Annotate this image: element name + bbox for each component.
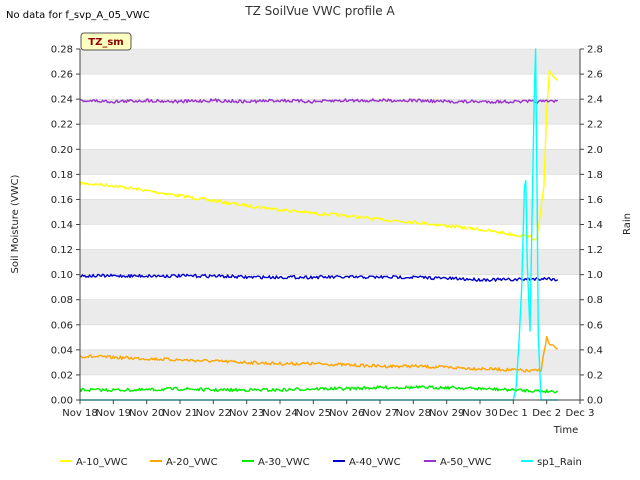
y-tick-label: 0.04 bbox=[51, 345, 73, 356]
y-tick-label: 0.00 bbox=[51, 396, 73, 407]
y-tick-label: 0.18 bbox=[51, 170, 73, 181]
grid-lines bbox=[80, 48, 580, 401]
y2-tick-label: 2.0 bbox=[587, 145, 603, 156]
badge-box bbox=[80, 32, 132, 51]
y-tick-label: 0.14 bbox=[51, 220, 73, 231]
y2-tick-label: 1.0 bbox=[587, 270, 603, 281]
grid-band bbox=[80, 99, 580, 125]
y2-tick-label: 0.8 bbox=[587, 295, 603, 306]
series-line-a-50-vwc bbox=[79, 98, 559, 104]
grid-band bbox=[80, 249, 580, 275]
x-tick-label: Nov 22 bbox=[196, 408, 231, 419]
x-tick-label: Nov 25 bbox=[296, 408, 331, 419]
y2-tick-label: 1.6 bbox=[587, 195, 603, 206]
grid-band bbox=[80, 199, 580, 225]
y-tick-label: 0.22 bbox=[51, 120, 73, 131]
badge-label: TZ_sm bbox=[88, 37, 123, 48]
y-tick-label: 0.02 bbox=[51, 370, 73, 381]
y2-tick-label: 1.4 bbox=[587, 220, 603, 231]
x-tick-label: Nov 19 bbox=[96, 408, 131, 419]
y-tick-label: 0.12 bbox=[51, 245, 73, 256]
grid-band bbox=[80, 49, 580, 75]
x-tick-label: Nov 27 bbox=[362, 408, 397, 419]
y2-tick-label: 1.2 bbox=[587, 245, 603, 256]
y2-tick-label: 2.4 bbox=[587, 95, 603, 106]
legend-label-a-50-vwc: A-50_VWC bbox=[440, 457, 492, 468]
chart-title: TZ SoilVue VWC profile A bbox=[244, 4, 395, 18]
y-axis-ticks: 0.00 0.02 0.04 0.06 0.08 0.10 0.12 0.14 0.16 0.18… bbox=[51, 45, 80, 407]
x-tick-label: Nov 21 bbox=[162, 408, 197, 419]
y2-axis-label: Rain bbox=[622, 213, 633, 235]
y-tick-label: 0.28 bbox=[51, 45, 73, 56]
series-line-a-10-vwc bbox=[79, 69, 559, 241]
y-tick-label: 0.06 bbox=[51, 320, 73, 331]
grid-band bbox=[80, 149, 580, 175]
y-tick-label: 0.16 bbox=[51, 195, 73, 206]
y2-tick-label: 2.8 bbox=[587, 45, 603, 56]
legend-label-a-40-vwc: A-40_VWC bbox=[349, 457, 401, 468]
grid-band bbox=[80, 299, 580, 325]
x-tick-label: Nov 20 bbox=[129, 408, 164, 419]
y-tick-label: 0.20 bbox=[51, 145, 73, 156]
x-tick-label: Nov 26 bbox=[329, 408, 364, 419]
y2-tick-label: 2.2 bbox=[587, 120, 603, 131]
x-tick-label: Nov 23 bbox=[229, 408, 264, 419]
y-tick-label: 0.26 bbox=[51, 70, 73, 81]
plot-background-bands bbox=[80, 49, 580, 375]
y2-axis-ticks: 0.0 0.2 0.4 0.6 0.8 1.0 1.2 1.4 1.6 1.8 2.0 2.2 2.4 2… bbox=[580, 45, 603, 407]
legend-label-a-30-vwc: A-30_VWC bbox=[258, 457, 310, 468]
legend-label-sp1-rain: sp1_Rain bbox=[537, 457, 582, 468]
y2-tick-label: 0.2 bbox=[587, 370, 603, 381]
x-tick-label: Nov 24 bbox=[262, 408, 297, 419]
y2-tick-label: 2.6 bbox=[587, 70, 603, 81]
y2-tick-label: 1.8 bbox=[587, 170, 603, 181]
y2-tick-label: 0.4 bbox=[587, 345, 603, 356]
legend: A-10_VWC A-20_VWC A-30_VWC A-40_VWC A-50_VWC… bbox=[60, 457, 582, 468]
legend-label-a-20-vwc: A-20_VWC bbox=[166, 457, 218, 468]
series-line-a-40-vwc bbox=[79, 273, 559, 282]
x-tick-label: Dec 3 bbox=[566, 408, 595, 419]
x-tick-label: Nov 30 bbox=[462, 408, 497, 419]
x-tick-label: Nov 29 bbox=[429, 408, 464, 419]
y-tick-label: 0.10 bbox=[51, 270, 73, 281]
series-line-a-20-vwc bbox=[79, 335, 558, 373]
x-tick-label: Nov 28 bbox=[396, 408, 431, 419]
grid-band bbox=[80, 349, 580, 375]
series-line-a-30-vwc bbox=[79, 385, 559, 394]
no-data-note: No data for f_svp_A_05_VWC bbox=[6, 10, 150, 21]
y-tick-label: 0.24 bbox=[51, 95, 73, 106]
legend-label-a-10-vwc: A-10_VWC bbox=[76, 457, 128, 468]
badge: TZ_sm bbox=[80, 32, 132, 51]
y-axis-label: Soil Moisture (VWC) bbox=[10, 174, 21, 273]
x-axis-label: Time bbox=[553, 425, 578, 436]
y2-tick-label: 0.6 bbox=[587, 320, 603, 331]
x-tick-label: Dec 2 bbox=[532, 408, 561, 419]
y-tick-label: 0.08 bbox=[51, 295, 73, 306]
x-tick-label: Dec 1 bbox=[499, 408, 528, 419]
y2-tick-label: 0.0 bbox=[587, 396, 603, 407]
x-tick-label: Nov 18 bbox=[62, 408, 97, 419]
